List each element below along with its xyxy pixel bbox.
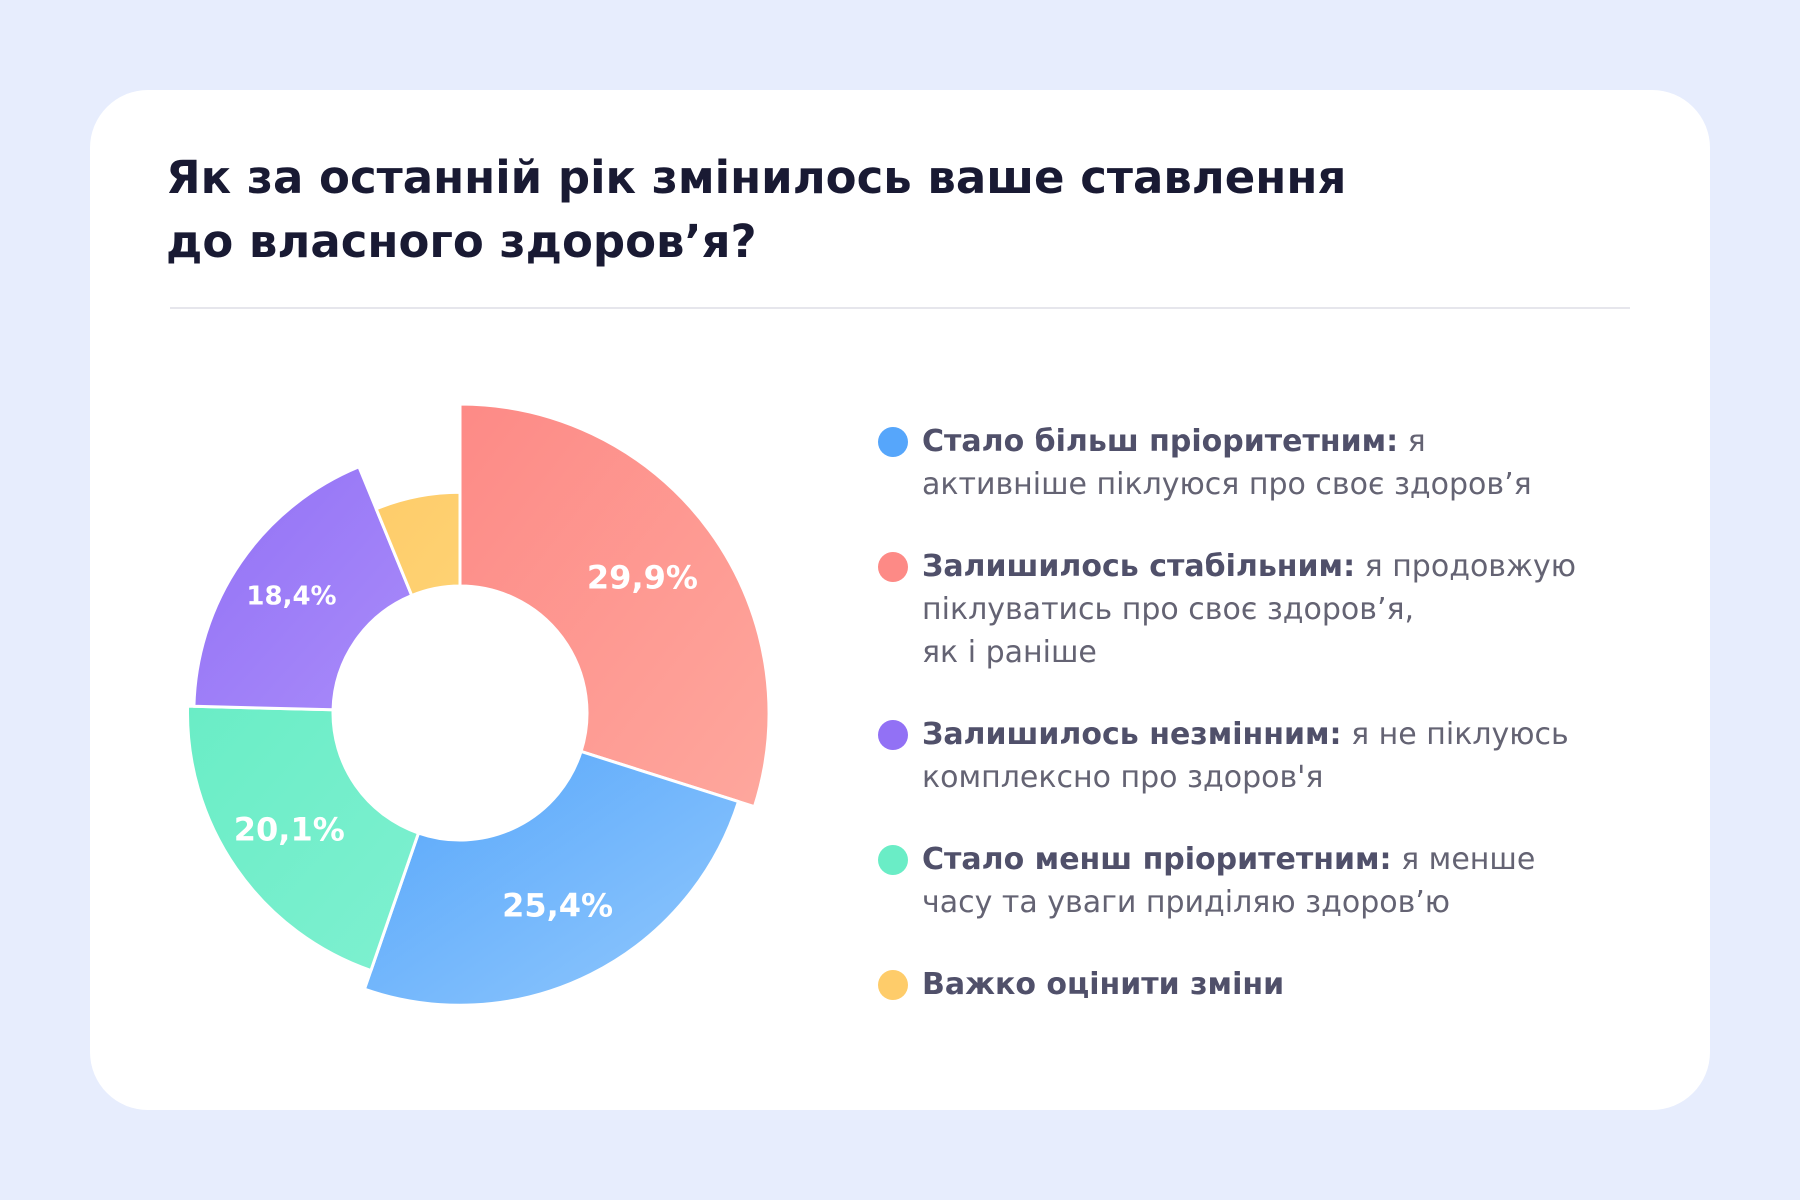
legend-item-stable: Залишилось стабільним: я продовжую піклув… xyxy=(878,545,1638,674)
legend-text: Залишилось незмінним: я не піклуюсь компл… xyxy=(922,713,1638,799)
legend-desc-line: я не піклуюсь xyxy=(1341,717,1569,752)
legend-item-less-priority: Стало менш пріоритетним: я менше часу та … xyxy=(878,838,1638,924)
title-line-1: Як за останній рік змінилось ваше ставле… xyxy=(166,151,1347,204)
legend-desc-line: комплексно про здоров'я xyxy=(922,760,1324,795)
legend: Стало більш пріоритетним: я активніше пік… xyxy=(878,420,1638,1006)
legend-text: Важко оцінити зміни xyxy=(922,963,1638,1006)
legend-item-more-priority: Стало більш пріоритетним: я активніше пік… xyxy=(878,420,1638,506)
legend-text: Стало менш пріоритетним: я менше часу та … xyxy=(922,838,1638,924)
legend-dot-icon xyxy=(878,845,908,875)
legend-dot-icon xyxy=(878,552,908,582)
legend-label: Стало менш пріоритетним: xyxy=(922,842,1392,877)
legend-item-hard-to-say: Важко оцінити зміни xyxy=(878,963,1638,1006)
legend-desc-line: піклуватись про своє здоров’я, xyxy=(922,592,1415,627)
legend-desc-line: я xyxy=(1398,424,1426,459)
legend-label: Залишилось незмінним: xyxy=(922,717,1342,752)
legend-desc-line: я продовжую xyxy=(1355,549,1577,584)
legend-label: Важко оцінити зміни xyxy=(922,967,1285,1002)
legend-dot-icon xyxy=(878,970,908,1000)
title-divider xyxy=(170,307,1630,309)
title-line-2: до власного здоров’я? xyxy=(166,215,757,268)
legend-dot-icon xyxy=(878,427,908,457)
legend-desc-line: часу та уваги приділяю здоров’ю xyxy=(922,885,1451,920)
legend-item-unchanged: Залишилось незмінним: я не піклуюсь компл… xyxy=(878,713,1638,799)
legend-label: Залишилось стабільним: xyxy=(922,549,1356,584)
chart-title: Як за останній рік змінилось ваше ставле… xyxy=(166,146,1466,274)
legend-dot-icon xyxy=(878,720,908,750)
legend-text: Залишилось стабільним: я продовжую піклув… xyxy=(922,545,1638,674)
legend-desc-line: як і раніше xyxy=(922,635,1097,670)
legend-desc-line: активніше піклуюся про своє здоров’я xyxy=(922,467,1532,502)
legend-text: Стало більш пріоритетним: я активніше пік… xyxy=(922,420,1638,506)
legend-label: Стало більш пріоритетним: xyxy=(922,424,1399,459)
legend-desc-line: я менше xyxy=(1391,842,1536,877)
